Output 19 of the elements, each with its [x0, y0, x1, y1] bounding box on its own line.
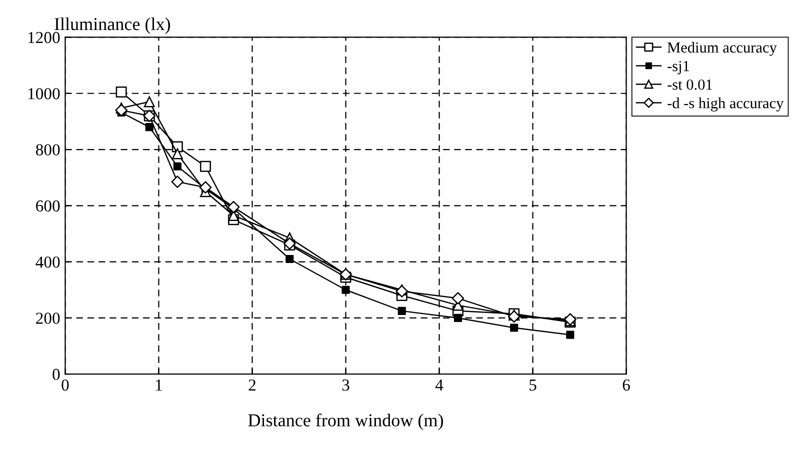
x-tick-label: 5	[530, 380, 536, 391]
x-tick-label: 2	[248, 379, 256, 391]
legend-label: -sj1	[668, 60, 690, 74]
y-tick-label: 1000	[28, 88, 60, 100]
x-tick-label: 3	[342, 379, 350, 391]
x-tick-label: 0	[62, 379, 69, 391]
legend-label: -st 0.01	[668, 79, 712, 90]
x-tick-label: 1	[156, 380, 162, 391]
y-tick-label: 600	[36, 200, 60, 212]
x-tick-label: 6	[622, 379, 630, 391]
x-tick-label: 4	[435, 380, 444, 391]
x-axis-title: Distance from window (m)	[248, 414, 443, 430]
y-tick-label: 400	[36, 256, 60, 268]
y-tick-label: 800	[36, 144, 60, 156]
legend-label: Medium accuracy	[667, 42, 777, 56]
y-tick-label: 0	[52, 368, 60, 380]
y-tick-label: 200	[36, 312, 60, 324]
legend-label: -d -s high accuracy	[668, 98, 784, 112]
y-tick-label: 1200	[28, 32, 60, 44]
